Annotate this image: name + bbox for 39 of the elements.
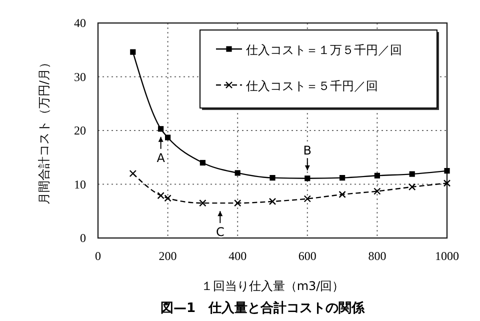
point (409, 171, 415, 177)
point (444, 168, 450, 174)
point (268, 198, 276, 206)
point (408, 183, 416, 191)
x-axis-title: １回当り仕入量（m3/回） (200, 279, 344, 293)
point (338, 190, 346, 198)
point (165, 134, 171, 140)
legend-label: 仕入コスト＝５千円／回 (245, 79, 378, 93)
y-tick-label: 40 (74, 16, 86, 30)
point (374, 188, 381, 195)
text: 図—1 仕入量と合計コストの関係 (160, 300, 366, 316)
y-tick-label: 30 (74, 70, 86, 84)
y-tick-label: 20 (74, 124, 86, 138)
y-axis-title: 月間合計コスト（万円/月） (37, 56, 51, 205)
point (340, 175, 346, 181)
point (270, 175, 276, 181)
point (130, 49, 136, 55)
x-tick-label: 800 (368, 249, 386, 263)
annotation: A (156, 150, 166, 165)
legend-label: 仕入コスト＝１万５千円／回 (245, 43, 402, 57)
x-tick-label: 1000 (435, 249, 459, 263)
y-tick-label: 10 (74, 177, 86, 192)
point (129, 170, 136, 178)
annotation: C (216, 225, 224, 240)
point (374, 172, 380, 178)
x-tick-label: 600 (298, 249, 316, 263)
point (304, 195, 311, 202)
point (234, 199, 242, 207)
point (443, 180, 451, 187)
point (158, 126, 164, 132)
x-tick-label: 200 (158, 249, 177, 263)
point (200, 160, 206, 166)
point (304, 176, 310, 182)
point (234, 170, 240, 176)
y-tick-label: 0 (80, 231, 86, 245)
point (199, 199, 206, 207)
x-tick-label: 400 (228, 249, 247, 263)
annotation: B (303, 143, 312, 158)
x-tick-label: 0 (95, 249, 101, 263)
